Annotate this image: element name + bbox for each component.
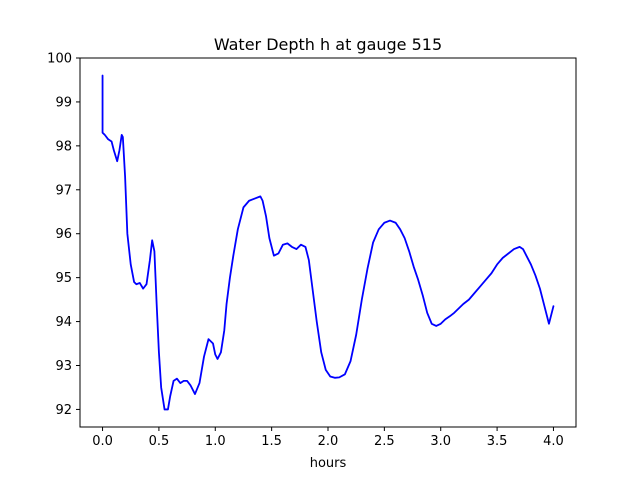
series-line — [101, 74, 555, 411]
x-tick-label: 4.0 — [543, 434, 564, 449]
x-tick-label: 1.5 — [261, 434, 282, 449]
y-tick-label: 99 — [55, 95, 72, 110]
series-layer — [101, 74, 555, 411]
x-tick-label: 0.5 — [149, 434, 170, 449]
x-tick-label: 2.0 — [318, 434, 339, 449]
x-axis-label: hours — [310, 456, 347, 471]
y-tick-label: 96 — [55, 227, 72, 242]
x-tick-label: 1.0 — [205, 434, 226, 449]
x-tick-label: 2.5 — [374, 434, 395, 449]
y-tick-label: 97 — [55, 183, 72, 198]
x-tick-label: 0.0 — [92, 434, 113, 449]
y-tick-label: 100 — [47, 52, 72, 67]
chart-title: Water Depth h at gauge 515 — [214, 35, 442, 54]
y-tick-label: 94 — [55, 315, 72, 330]
x-tick-label: 3.0 — [430, 434, 451, 449]
x-tick-label: 3.5 — [487, 434, 508, 449]
y-tick-label: 98 — [55, 139, 72, 154]
x-axis: 0.0 0.5 1.0 1.5 2.0 2.5 3.0 3.5 4.0 — [92, 427, 564, 449]
y-tick-label: 93 — [55, 359, 72, 374]
y-axis: 92 93 94 95 96 97 98 99 100 — [47, 52, 80, 418]
y-tick-label: 95 — [55, 271, 72, 286]
y-tick-label: 92 — [55, 403, 72, 418]
